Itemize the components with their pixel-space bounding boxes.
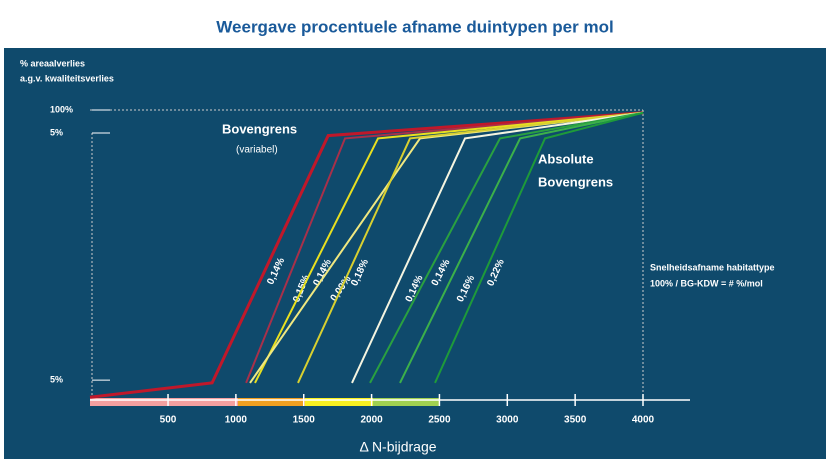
y-tick-label: 5%: [50, 374, 63, 384]
x-tick-label: 1000: [225, 415, 248, 426]
x-label: Δ N-bijdrage: [359, 439, 436, 455]
series-line: [297, 111, 644, 384]
annotation: Snelheidsafname habitattype: [650, 262, 775, 272]
series-line: [351, 111, 644, 384]
x-tick-label: 2000: [360, 415, 383, 426]
y-tick-label: 100%: [50, 104, 73, 114]
band: [90, 398, 238, 406]
band: [373, 398, 440, 406]
x-tick-label: 3000: [496, 415, 519, 426]
annotation: 100% / BG-KDW = # %/mol: [650, 278, 763, 288]
series-line: [245, 111, 644, 384]
annotation: Absolute: [538, 151, 594, 166]
series-line: [399, 111, 644, 384]
band: [305, 398, 373, 406]
annotation: (variabel): [236, 145, 278, 156]
annotation: Bovengrens: [222, 121, 297, 136]
annotation: Bovengrens: [538, 174, 613, 189]
series-line: [89, 111, 644, 399]
annotation: 5%: [50, 127, 63, 137]
y-label: a.g.v. kwaliteitsverlies: [20, 73, 114, 83]
x-tick-label: 500: [160, 415, 177, 426]
y-label: % areaalverlies: [20, 58, 85, 68]
x-tick-label: 4000: [632, 415, 655, 426]
series-line: [369, 111, 644, 384]
series-line: [434, 111, 644, 384]
band: [238, 398, 305, 406]
x-tick-label: 2500: [428, 415, 451, 426]
x-tick-label: 1500: [293, 415, 316, 426]
series-line: [254, 111, 644, 384]
chart-title: Weergave procentuele afname duintypen pe…: [216, 17, 613, 36]
x-tick-label: 3500: [564, 415, 587, 426]
